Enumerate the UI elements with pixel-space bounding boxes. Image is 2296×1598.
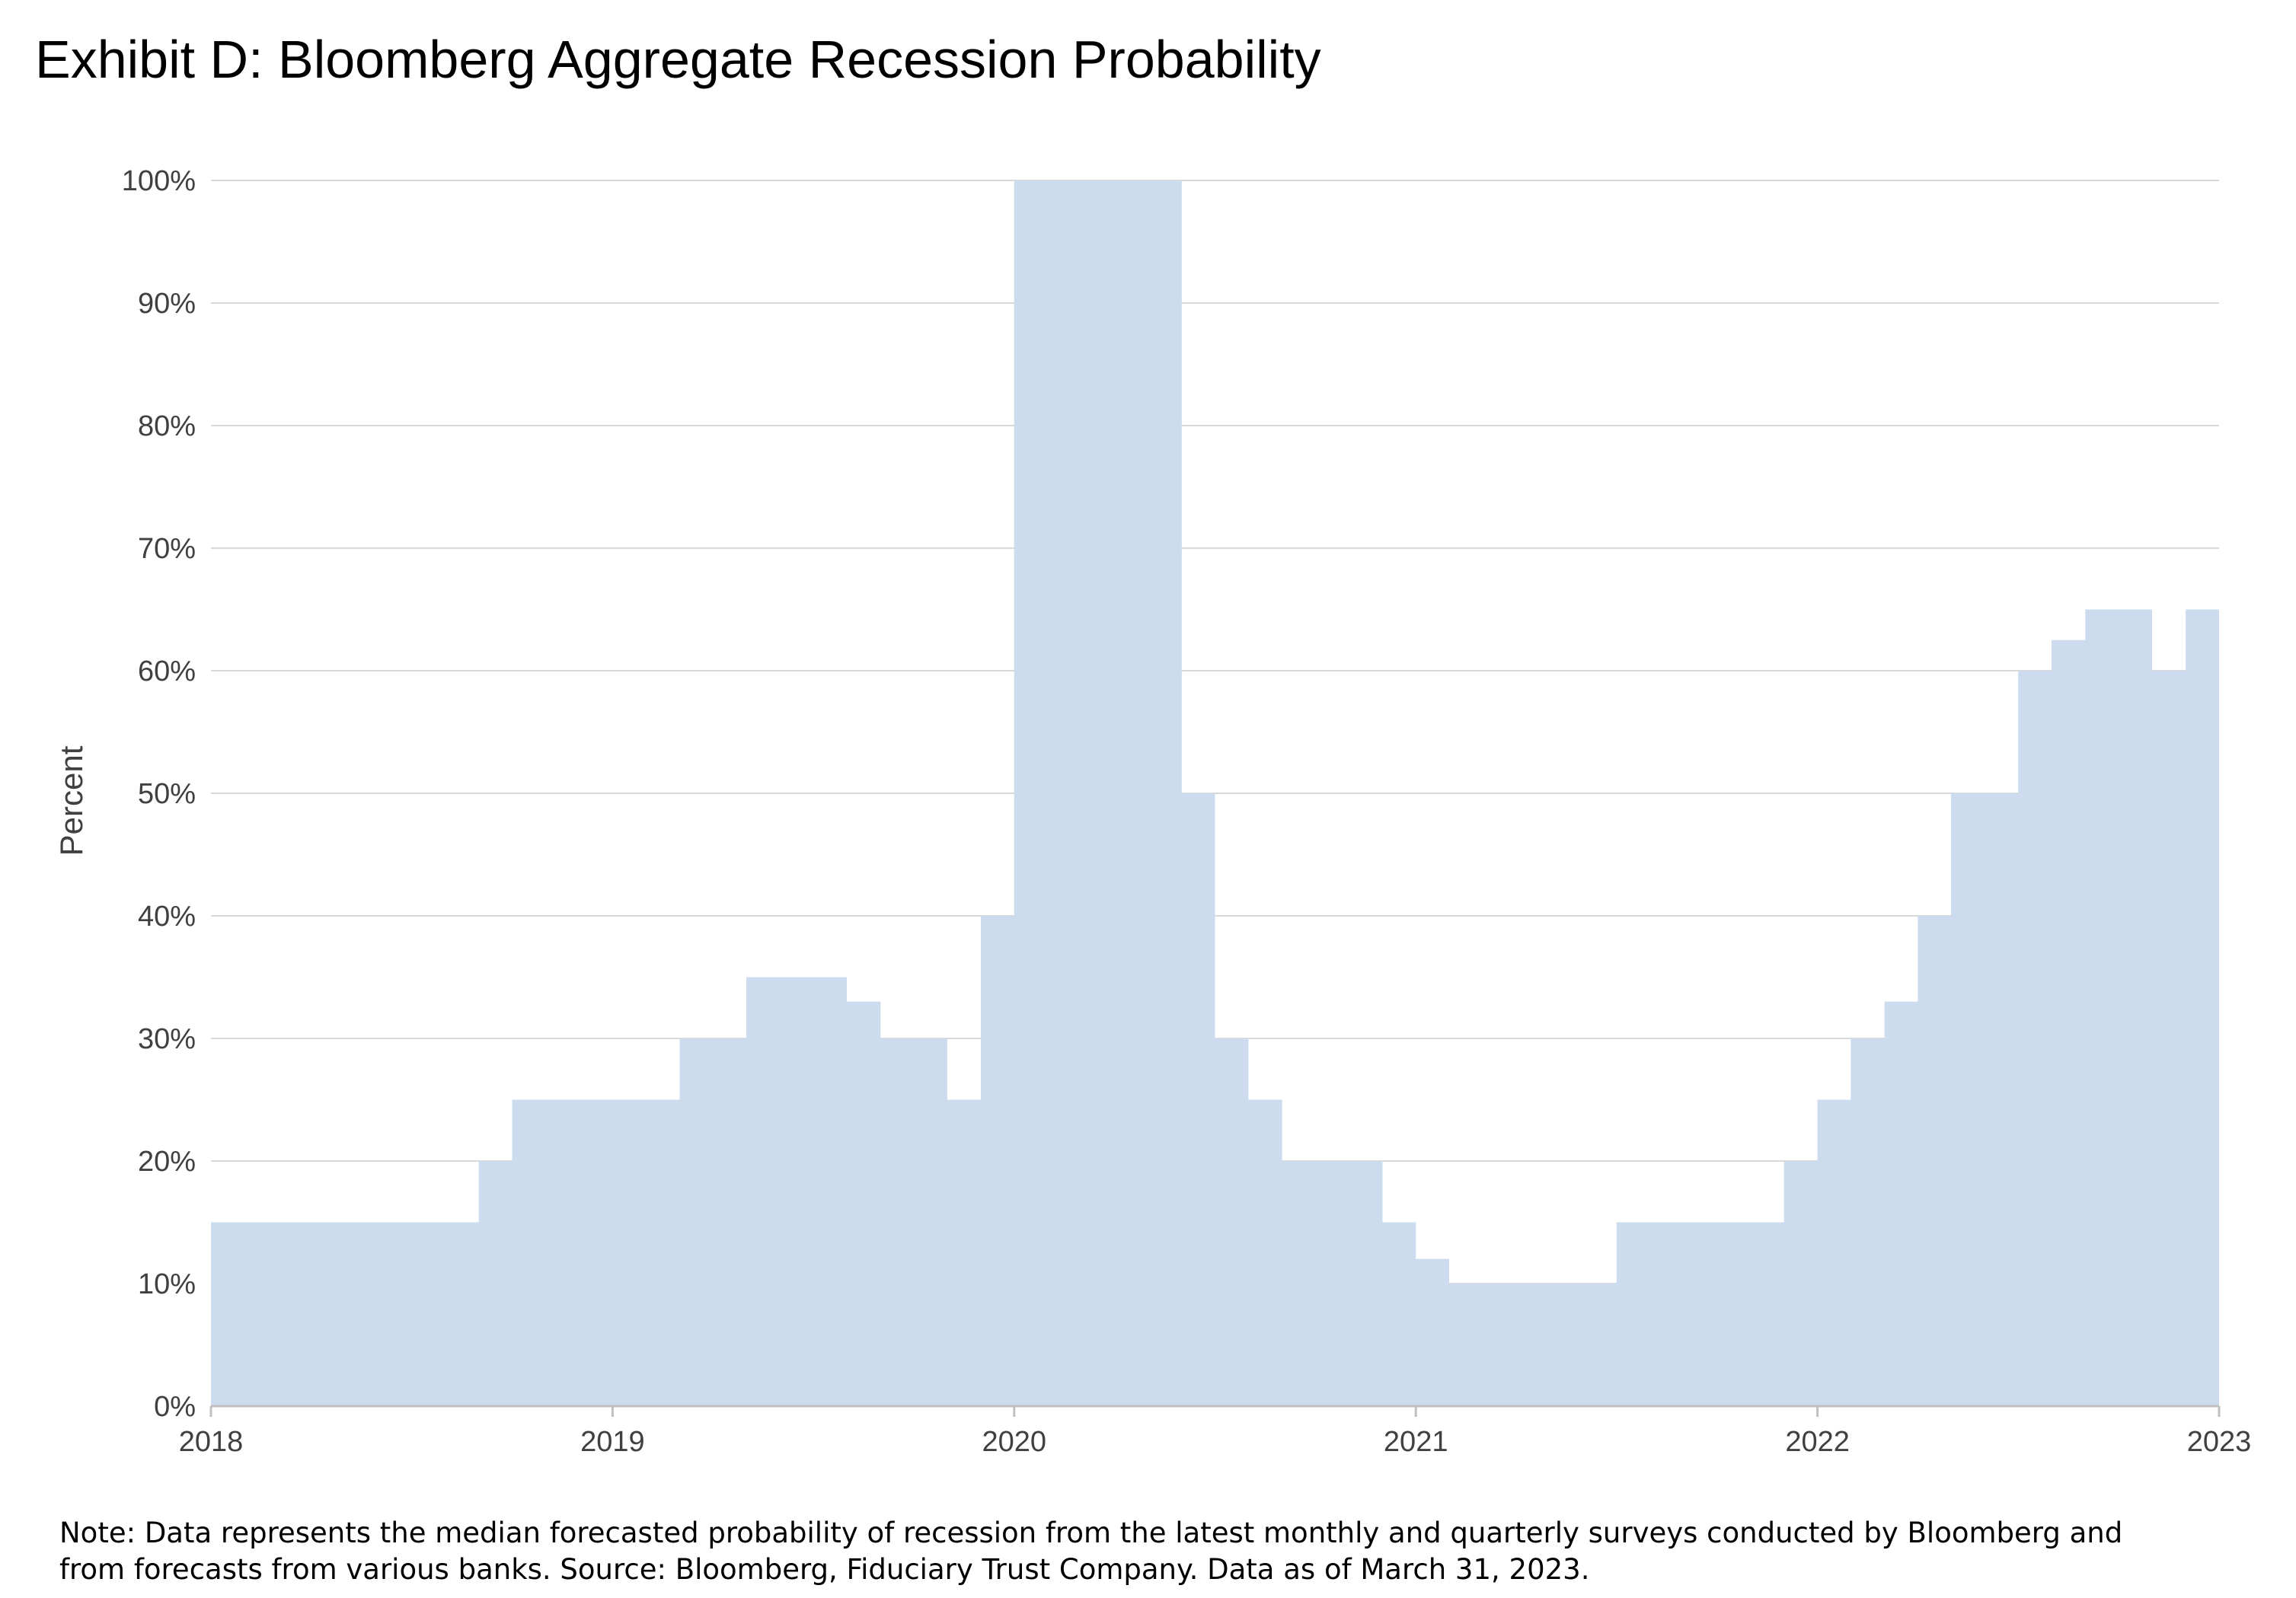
step-segment xyxy=(2151,671,2186,1406)
y-tick-label: 90% xyxy=(138,288,196,320)
step-segment xyxy=(1817,1099,1851,1406)
step-segment xyxy=(679,1038,747,1406)
y-tick-label: 0% xyxy=(154,1391,196,1423)
step-segment xyxy=(2085,609,2152,1406)
step-segment xyxy=(1851,1038,1885,1406)
step-segment xyxy=(1282,1161,1383,1406)
step-segment xyxy=(1884,1001,1918,1406)
step-segment xyxy=(1783,1161,1818,1406)
y-tick-label: 50% xyxy=(138,778,196,810)
y-tick-label: 70% xyxy=(138,533,196,565)
step-segment xyxy=(1616,1222,1784,1406)
step-segment xyxy=(1416,1258,1449,1406)
step-segment xyxy=(2186,609,2219,1406)
x-tick-label: 2022 xyxy=(1785,1426,1850,1458)
y-tick-label: 20% xyxy=(138,1146,196,1178)
x-tick-label: 2018 xyxy=(179,1426,244,1458)
y-tick-label: 60% xyxy=(138,655,196,687)
x-axis-ticks: 2018 2019 2020 2021 2022 2023 xyxy=(179,1406,2252,1458)
step-segment xyxy=(1951,793,2019,1406)
y-tick-label: 30% xyxy=(138,1023,196,1055)
step-segment xyxy=(1248,1099,1282,1406)
y-tick-label: 100% xyxy=(122,165,196,197)
step-segment xyxy=(1918,916,1952,1406)
y-axis-title: Percent xyxy=(53,745,89,856)
step-segment xyxy=(846,1001,881,1406)
step-segment xyxy=(1215,1038,1249,1406)
step-segment xyxy=(478,1161,513,1406)
step-segment xyxy=(746,977,847,1406)
step-segment xyxy=(211,1222,479,1406)
step-segment xyxy=(947,1099,982,1406)
step-segment xyxy=(981,916,1014,1406)
y-axis-ticks: 0% 10% 20% 30% 40% 50% 60% 70% 80% 90% 100% xyxy=(122,165,196,1423)
recession-probability-area xyxy=(211,180,2219,1406)
footnote: Note: Data represents the median forecas… xyxy=(59,1517,2123,1586)
x-tick-label: 2020 xyxy=(982,1426,1047,1458)
step-segment xyxy=(880,1038,947,1406)
y-tick-label: 80% xyxy=(138,410,196,442)
x-tick-label: 2023 xyxy=(2187,1426,2252,1458)
chart-title: Exhibit D: Bloomberg Aggregate Recession… xyxy=(35,30,1321,89)
step-segment xyxy=(1448,1284,1617,1406)
x-tick-label: 2021 xyxy=(1384,1426,1448,1458)
step-segment xyxy=(1382,1222,1416,1406)
step-segment xyxy=(1014,180,1182,1406)
y-tick-label: 40% xyxy=(138,901,196,933)
step-segment xyxy=(2052,640,2086,1406)
step-segment xyxy=(1181,793,1215,1406)
step-segment xyxy=(512,1099,680,1406)
y-tick-label: 10% xyxy=(138,1268,196,1300)
x-tick-label: 2019 xyxy=(580,1426,645,1458)
step-segment xyxy=(2018,671,2052,1406)
